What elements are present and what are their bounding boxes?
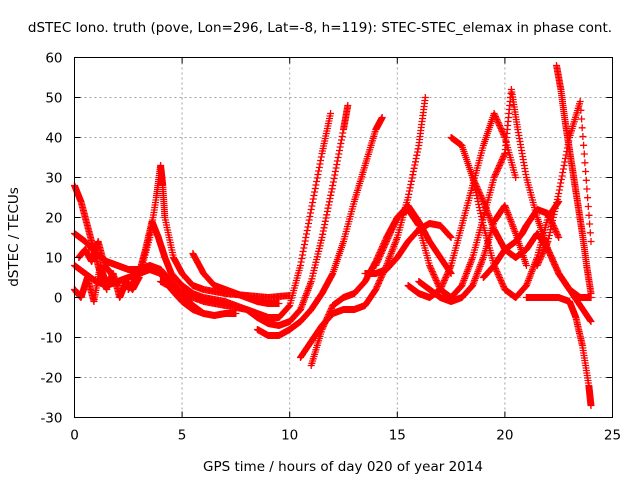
- series-points: [189, 250, 283, 307]
- series-points: [522, 294, 595, 409]
- series-11: [297, 94, 429, 361]
- series-14: [372, 150, 509, 301]
- series-points: [553, 62, 595, 297]
- y-tick-label: -10: [40, 331, 62, 347]
- x-tick-label: 10: [281, 428, 298, 444]
- y-axis-label: dSTEC / TECUs: [6, 187, 22, 287]
- x-tick-label: 0: [70, 428, 79, 444]
- series-22: [553, 62, 595, 297]
- y-tick-label: 60: [45, 51, 62, 67]
- y-tick-label: -30: [40, 411, 62, 427]
- x-axis-label: GPS time / hours of day 020 of year 2014: [203, 459, 483, 475]
- x-tick-label: 20: [496, 428, 513, 444]
- y-tick-label: 10: [45, 251, 62, 267]
- tick-labels: 0 5 10 15 20 25 -30 -20 -10 0 10 20 30 40 50 60: [40, 51, 621, 444]
- chart-title: dSTEC Iono. truth (pove, Lon=296, Lat=-8…: [28, 20, 612, 36]
- data-points: [71, 62, 595, 409]
- series-15: [404, 110, 520, 301]
- plot-frame: [74, 57, 613, 418]
- x-tick-label: 25: [604, 428, 621, 444]
- x-tick-label: 5: [178, 428, 187, 444]
- series-points: [253, 114, 386, 339]
- series-23: [522, 294, 595, 409]
- series-points: [297, 94, 429, 361]
- series-points: [501, 86, 595, 301]
- series-7: [189, 250, 283, 307]
- series-points: [479, 206, 563, 281]
- series-points: [415, 202, 530, 305]
- series-points: [372, 150, 509, 301]
- series-13: [361, 220, 455, 277]
- series-points: [178, 102, 352, 329]
- series-16: [415, 202, 530, 305]
- y-tick-label: 40: [45, 131, 62, 147]
- y-tick-label: 50: [45, 91, 62, 107]
- y-tick-label: 30: [45, 171, 62, 187]
- y-tick-label: 0: [54, 291, 63, 307]
- series-points: [404, 110, 520, 301]
- y-tick-label: -20: [40, 371, 62, 387]
- series-20: [501, 86, 595, 301]
- series-10: [253, 114, 386, 339]
- series-9: [178, 102, 352, 329]
- x-tick-label: 15: [389, 428, 406, 444]
- series-19: [479, 206, 563, 281]
- series-points: [361, 220, 455, 277]
- y-tick-label: 20: [45, 211, 62, 227]
